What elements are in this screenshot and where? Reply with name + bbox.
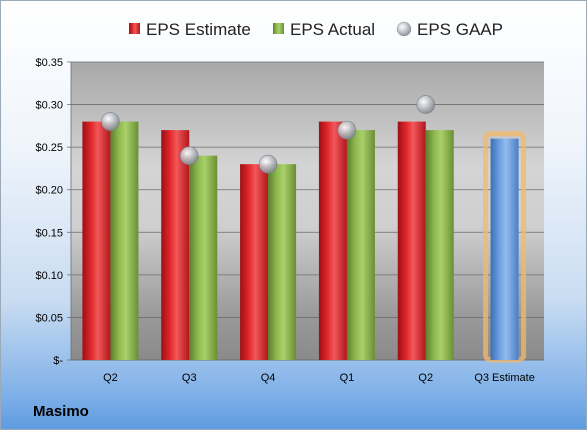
y-tick-label: $0.15 (35, 227, 63, 239)
y-tick-label: $0.20 (35, 185, 63, 197)
y-axis-ticks: $- $0.05 $0.10 $0.15 $0.20 $0.25 $0.30 $0.35 (35, 57, 72, 367)
bar-eps-estimate (161, 130, 190, 360)
x-tick-label: Q3 Estimate (474, 372, 535, 384)
bar-eps-actual (110, 121, 139, 360)
legend-label-eps-gaap: EPS GAAP (417, 20, 503, 39)
marker-eps-gaap (416, 95, 436, 114)
x-tick-label: Q4 (261, 372, 276, 384)
marker-eps-gaap (258, 154, 278, 174)
bar-q3-estimate (490, 138, 519, 360)
x-tick-label: Q2 (418, 372, 433, 384)
marker-eps-gaap (337, 120, 357, 140)
bar-eps-estimate (318, 121, 347, 360)
gaap-markers (101, 95, 436, 174)
plot-background (71, 62, 544, 360)
y-tick-label: $- (53, 355, 63, 367)
legend-item-eps-actual: EPS Actual (273, 20, 375, 39)
y-tick-label: $0.25 (35, 142, 63, 154)
bar-eps-estimate (240, 164, 269, 360)
bar-eps-actual (425, 130, 454, 360)
company-name: Masimo (33, 403, 89, 420)
legend: EPS Estimate EPS Actual EPS GAAP (129, 20, 503, 39)
y-tick-label: $0.35 (35, 57, 63, 69)
legend-swatch-eps-gaap (396, 21, 412, 37)
bar-eps-actual (189, 155, 218, 360)
bar-eps-actual (346, 130, 375, 360)
y-tick-label: $0.30 (35, 100, 63, 112)
x-tick-label: Q2 (103, 372, 118, 384)
marker-eps-gaap (101, 112, 120, 131)
x-tick-label: Q3 (182, 372, 197, 384)
bar-eps-actual (268, 164, 297, 360)
bar-eps-estimate (397, 121, 426, 360)
legend-swatch-eps-estimate (129, 23, 140, 34)
legend-item-eps-estimate: EPS Estimate (129, 20, 251, 39)
legend-label-eps-actual: EPS Actual (290, 20, 375, 39)
gridlines (71, 61, 544, 361)
legend-label-eps-estimate: EPS Estimate (146, 20, 251, 39)
y-tick-label: $0.10 (35, 270, 63, 282)
x-tick-label: Q1 (340, 372, 355, 384)
legend-item-eps-gaap: EPS GAAP (396, 20, 503, 39)
x-axis-ticks: Q2 Q3 Q4 Q1 Q2 Q3 Estimate (71, 359, 544, 384)
bar-eps-estimate (82, 121, 111, 360)
marker-eps-gaap (179, 146, 199, 165)
y-tick-label: $0.05 (35, 312, 63, 324)
legend-swatch-eps-actual (273, 23, 284, 34)
bars (82, 121, 527, 363)
